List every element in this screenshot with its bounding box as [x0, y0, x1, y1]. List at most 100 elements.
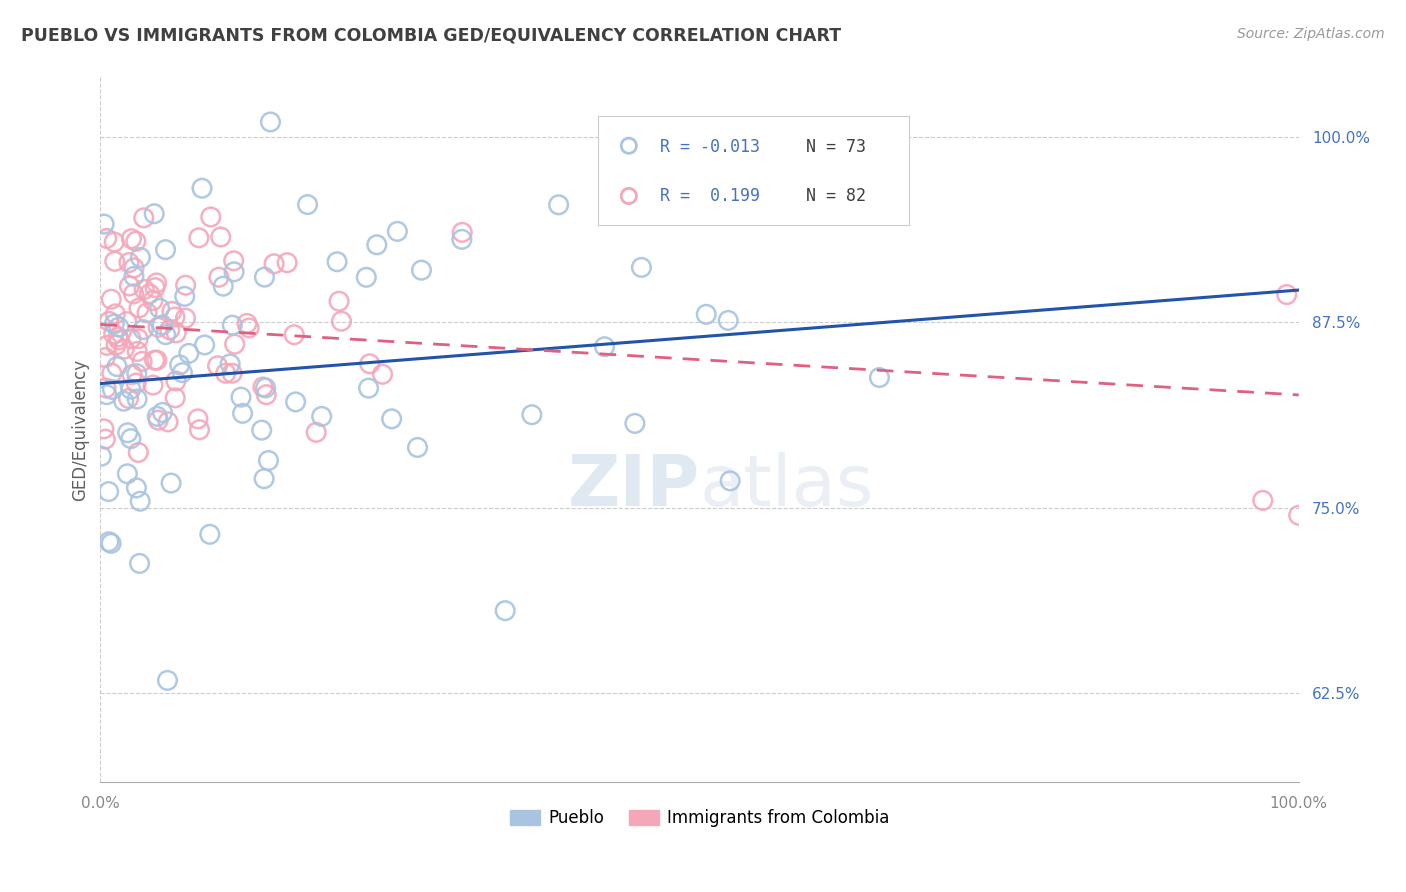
Point	[1251, 493, 1274, 508]
Point	[221, 366, 243, 380]
Point	[257, 453, 280, 467]
Point	[104, 254, 127, 268]
Point	[97, 534, 120, 549]
Point	[717, 313, 740, 327]
Point	[187, 412, 209, 426]
Point	[366, 237, 388, 252]
Point	[165, 326, 187, 340]
Point	[191, 181, 214, 195]
Point	[214, 366, 236, 380]
Point	[1288, 508, 1310, 523]
Point	[120, 232, 142, 246]
Point	[127, 344, 149, 359]
Point	[357, 381, 380, 395]
Point	[593, 340, 616, 354]
Point	[93, 217, 115, 231]
Point	[159, 323, 181, 337]
Point	[411, 263, 433, 277]
Point	[212, 279, 235, 293]
Point	[136, 306, 159, 320]
Point	[96, 338, 118, 352]
Point	[94, 381, 117, 395]
Point	[134, 283, 156, 297]
Point	[254, 387, 277, 401]
Text: PUEBLO VS IMMIGRANTS FROM COLOMBIA GED/EQUIVALENCY CORRELATION CHART: PUEBLO VS IMMIGRANTS FROM COLOMBIA GED/E…	[21, 27, 841, 45]
Point	[125, 234, 148, 248]
Point	[98, 314, 121, 328]
Point	[96, 231, 118, 245]
Point	[156, 673, 179, 688]
Point	[232, 406, 254, 420]
Point	[718, 474, 741, 488]
Point	[165, 374, 187, 388]
Point	[118, 279, 141, 293]
Point	[284, 395, 307, 409]
Point	[326, 254, 349, 268]
Point	[152, 405, 174, 419]
Text: ZIP: ZIP	[567, 451, 700, 521]
Point	[207, 359, 229, 373]
Point	[105, 359, 128, 374]
Point	[145, 276, 167, 290]
Point	[381, 412, 404, 426]
Point	[97, 484, 120, 499]
Point	[371, 368, 394, 382]
Point	[520, 408, 543, 422]
Point	[174, 311, 197, 326]
Point	[630, 260, 652, 275]
Point	[100, 292, 122, 306]
Point	[100, 536, 122, 550]
Point	[209, 230, 232, 244]
Point	[160, 304, 183, 318]
Point	[127, 445, 149, 459]
Point	[721, 169, 744, 184]
Point	[219, 357, 242, 371]
Point	[103, 235, 125, 249]
Point	[160, 476, 183, 491]
Point	[149, 301, 172, 316]
Point	[229, 390, 252, 404]
Point	[132, 322, 155, 336]
Point	[188, 423, 211, 437]
Point	[174, 278, 197, 293]
Point	[695, 307, 717, 321]
Point	[208, 270, 231, 285]
Point	[125, 481, 148, 495]
Point	[117, 425, 139, 440]
Point	[238, 321, 260, 335]
Point	[108, 333, 131, 347]
Point	[330, 314, 353, 328]
Point	[177, 346, 200, 360]
Point	[127, 332, 149, 346]
Point	[169, 358, 191, 372]
Point	[359, 357, 381, 371]
Point	[194, 338, 217, 352]
Point	[128, 301, 150, 315]
Point	[112, 342, 135, 356]
Point	[118, 255, 141, 269]
Point	[120, 332, 142, 346]
Point	[254, 381, 277, 395]
Point	[96, 387, 118, 401]
Text: atlas: atlas	[700, 451, 875, 521]
Point	[173, 289, 195, 303]
Point	[122, 286, 145, 301]
Point	[120, 432, 142, 446]
Point	[222, 253, 245, 268]
Point	[103, 327, 125, 342]
Point	[100, 366, 122, 380]
Point	[103, 317, 125, 331]
Point	[94, 432, 117, 446]
Point	[547, 198, 569, 212]
Point	[125, 367, 148, 381]
Point	[155, 327, 177, 342]
Point	[105, 338, 128, 352]
Point	[305, 425, 328, 440]
Point	[127, 392, 149, 406]
Point	[252, 380, 274, 394]
Point	[868, 370, 890, 384]
Point	[451, 225, 474, 239]
Point	[138, 286, 160, 301]
Text: Source: ZipAtlas.com: Source: ZipAtlas.com	[1237, 27, 1385, 41]
Point	[142, 293, 165, 308]
